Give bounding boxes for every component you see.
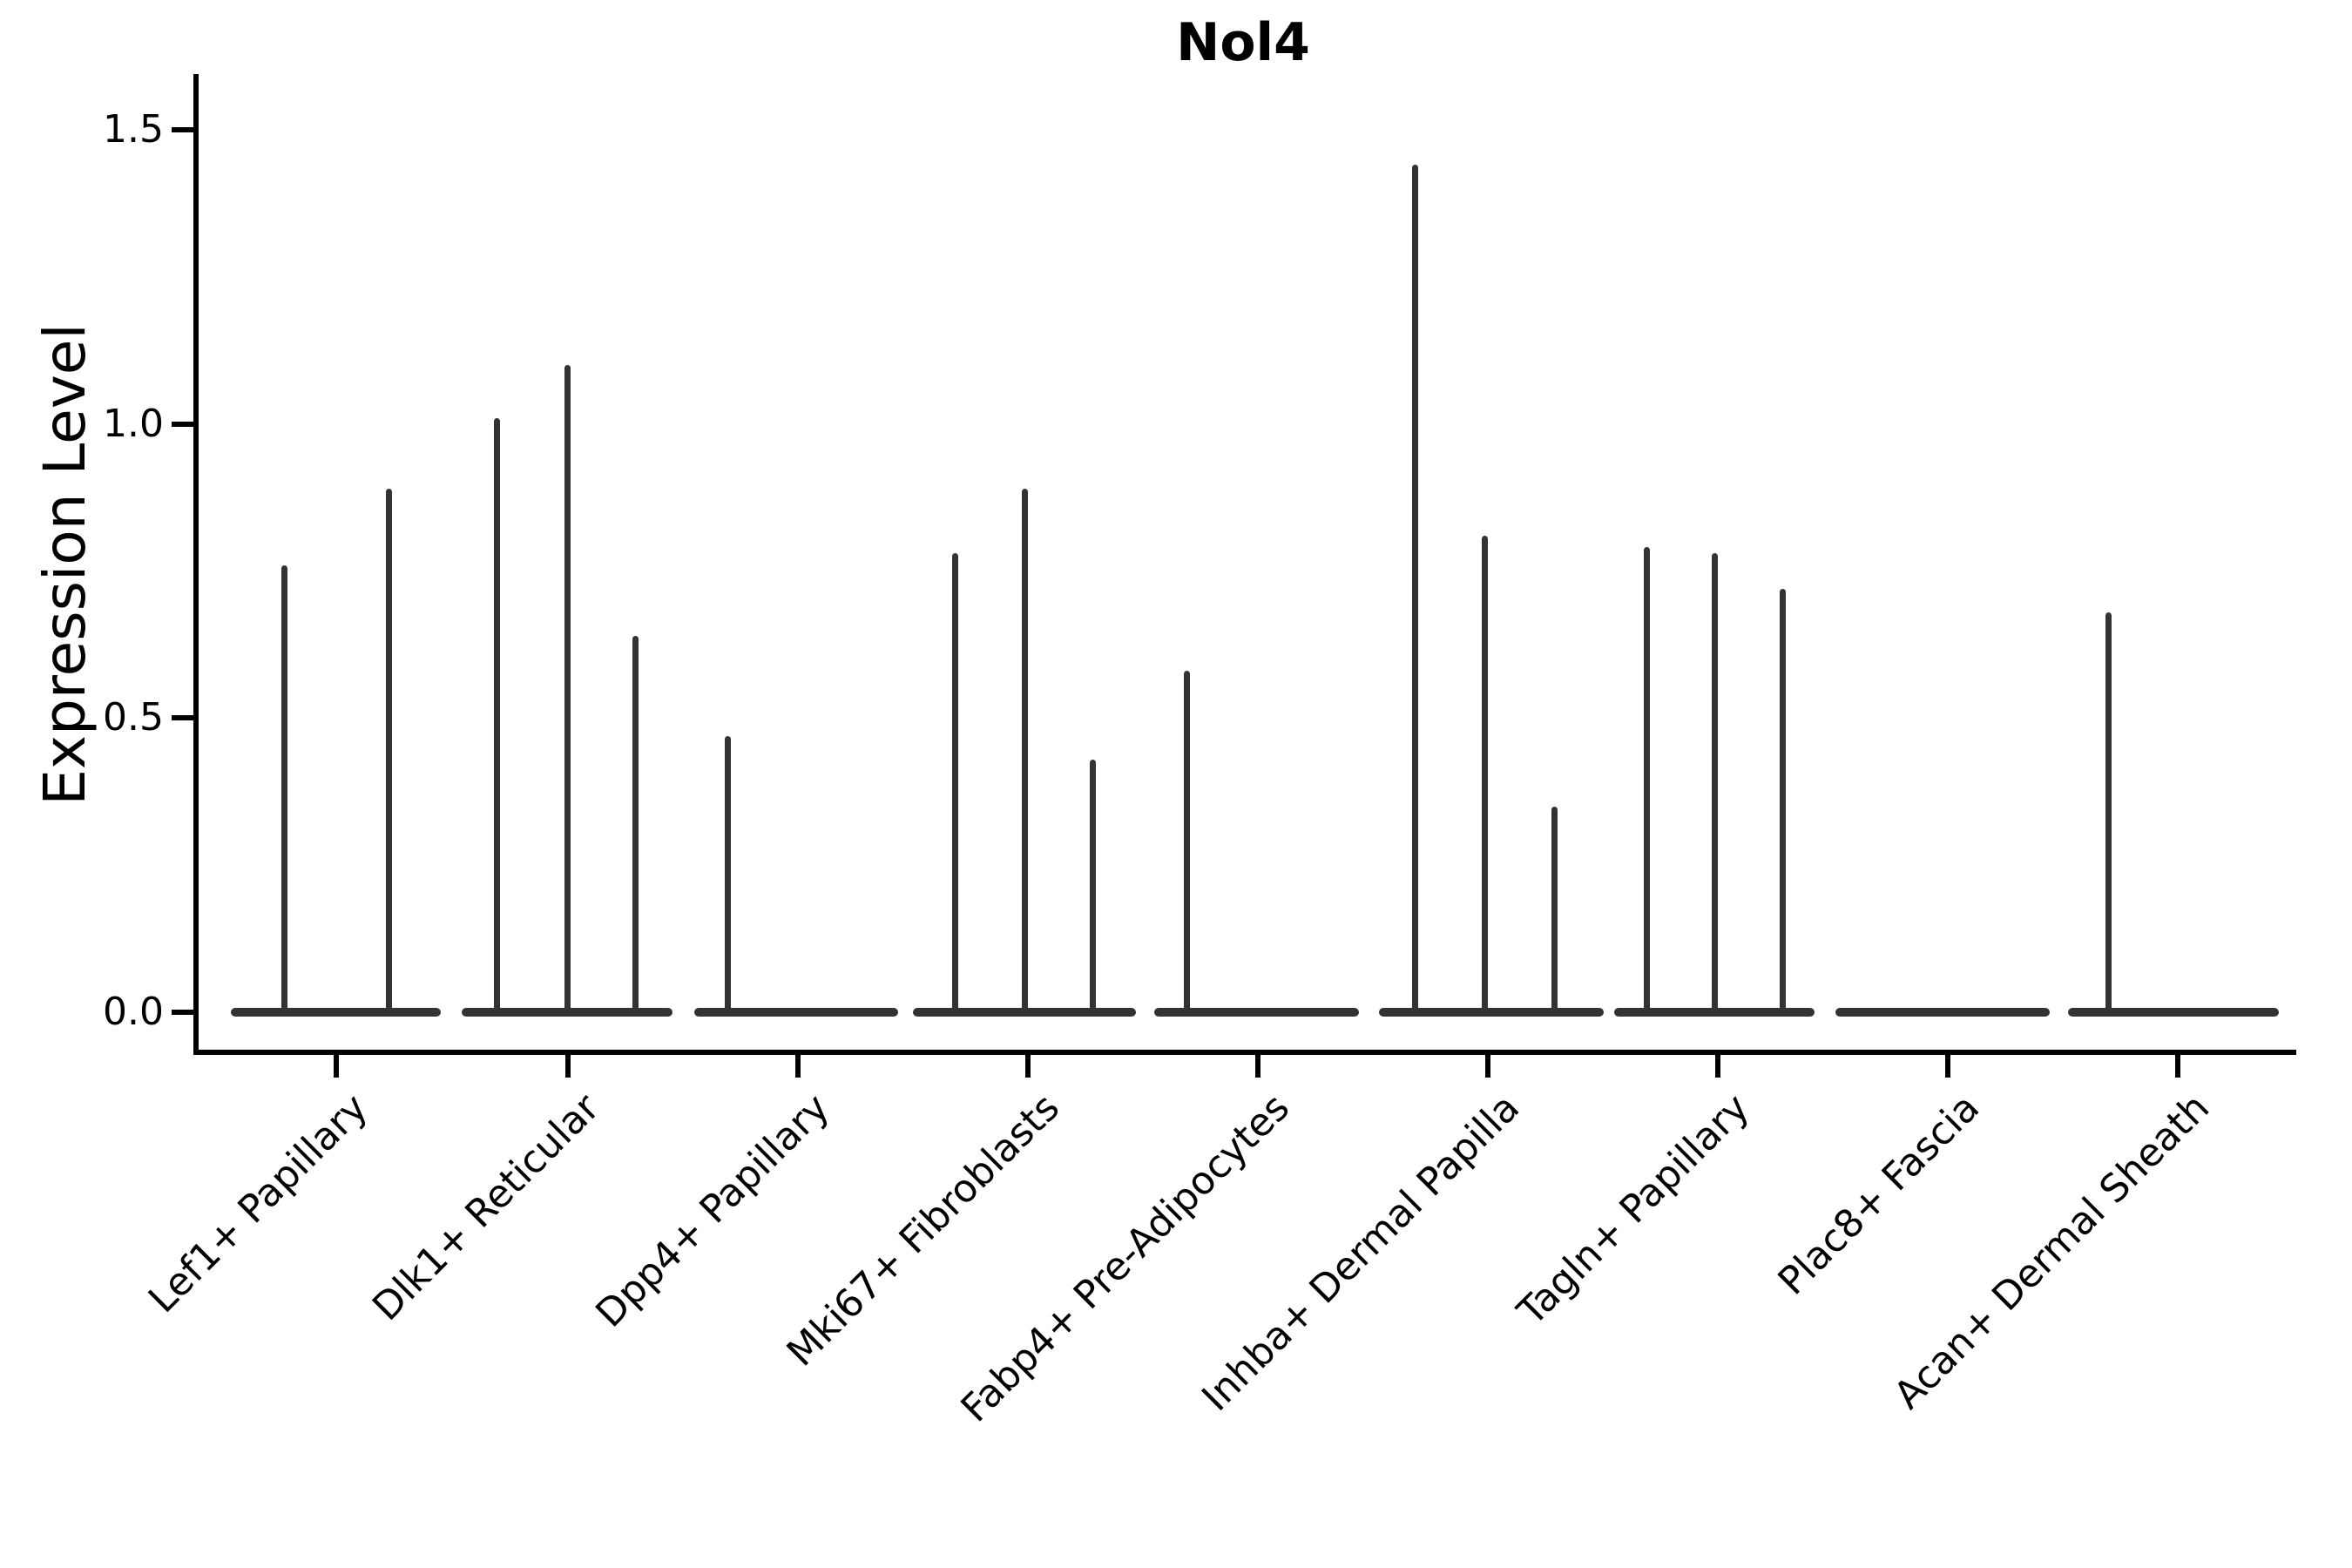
y-tick-mark (172, 1010, 193, 1015)
violin-spike (632, 635, 639, 1017)
y-axis-label: Expression Level (31, 323, 98, 806)
y-tick-mark (172, 715, 193, 721)
y-tick-label: 1.5 (103, 106, 164, 152)
violin-base (2068, 1008, 2279, 1017)
x-tick-label: Inhba+ Dermal Papilla (1193, 1085, 1529, 1420)
violin-spike (952, 553, 958, 1017)
x-tick-mark (795, 1055, 801, 1078)
x-tick-mark (565, 1055, 571, 1078)
y-tick-mark (172, 421, 193, 427)
x-tick-label: Dlk1+ Reticular (364, 1085, 609, 1329)
violin-spike (1184, 671, 1190, 1017)
violin-spike (1022, 488, 1028, 1017)
violin-spike (281, 564, 287, 1017)
violin-base (1835, 1008, 2050, 1017)
violin-spike (1712, 553, 1718, 1017)
y-tick-label: 0.5 (103, 695, 164, 740)
violin-spike (725, 735, 731, 1017)
x-tick-label: Fabp4+ Pre-Adipocytes (952, 1085, 1299, 1431)
x-tick-label: Tagln+ Papillary (1509, 1085, 1759, 1335)
violin-spike (1551, 806, 1558, 1017)
x-tick-mark (1715, 1055, 1720, 1078)
y-axis-spine (193, 74, 199, 1055)
violin-spike (1780, 588, 1786, 1017)
y-tick-label: 0.0 (103, 990, 164, 1034)
x-tick-mark (334, 1055, 339, 1078)
x-tick-mark (1945, 1055, 1950, 1078)
chart-title: Nol4 (1176, 12, 1310, 73)
y-tick-mark (172, 126, 193, 132)
violin-spike (1644, 547, 1650, 1017)
x-axis-spine (193, 1050, 2296, 1055)
x-tick-mark (1255, 1055, 1260, 1078)
violin-spike (1412, 165, 1418, 1017)
violin-base (694, 1008, 898, 1017)
x-tick-mark (1025, 1055, 1031, 1078)
x-tick-label: Mki67+ Fibroblasts (778, 1085, 1069, 1375)
x-tick-label: Acan+ Dermal Sheath (1885, 1085, 2219, 1418)
violin-spike (1482, 535, 1488, 1017)
violin-base (1379, 1008, 1604, 1017)
violin-spike (1090, 759, 1096, 1017)
violin-base (231, 1008, 441, 1017)
y-tick-label: 1.0 (103, 401, 164, 446)
x-tick-label: Dpp4+ Papillary (587, 1085, 839, 1336)
violin-spike (494, 417, 500, 1017)
x-tick-label: Plac8+ Fascia (1769, 1085, 1989, 1304)
violin-base (1154, 1008, 1359, 1017)
violin-spike (564, 365, 571, 1017)
violin-spike (2105, 612, 2112, 1017)
x-tick-mark (2175, 1055, 2180, 1078)
x-tick-mark (1485, 1055, 1490, 1078)
violin-spike (386, 488, 392, 1017)
